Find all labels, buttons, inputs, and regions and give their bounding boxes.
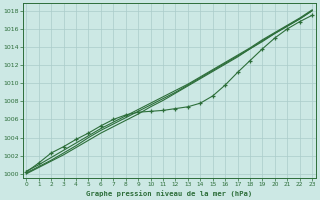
X-axis label: Graphe pression niveau de la mer (hPa): Graphe pression niveau de la mer (hPa) bbox=[86, 190, 252, 197]
